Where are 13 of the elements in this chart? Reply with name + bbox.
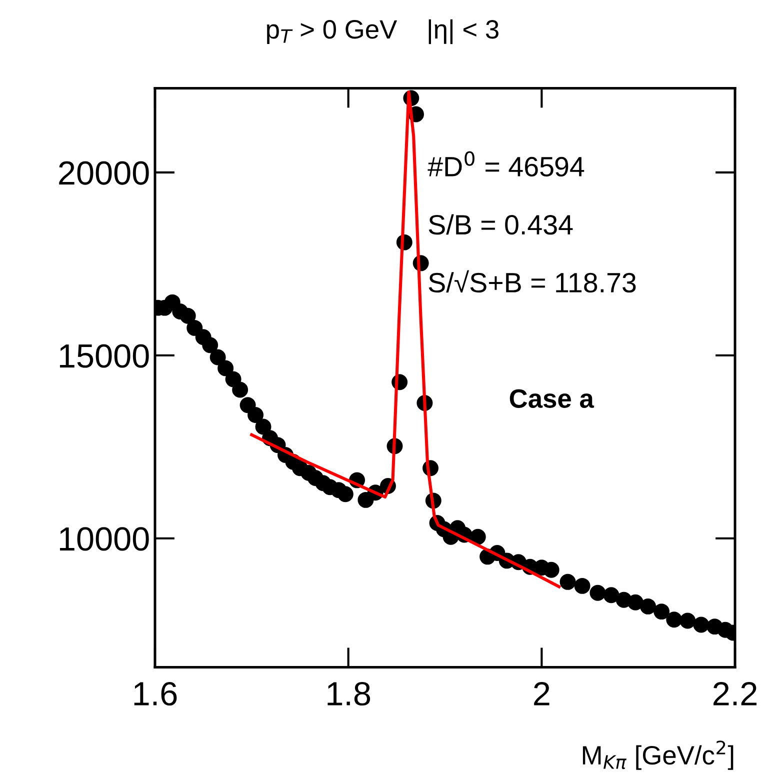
annotation: S/B = 0.434: [428, 214, 573, 235]
annotation: #D$^{0}$ = 46594: [428, 151, 584, 177]
annotation: Case a: [510, 389, 594, 408]
y-tick-label: 10000: [60, 527, 149, 551]
x-tick-label: 1.6: [134, 682, 177, 706]
y-tick-label: 15000: [60, 344, 149, 368]
x-axis-title: M$_{Kπ}$ [GeV/c$^{2}$]: [582, 740, 734, 770]
annotation: S/√S+B = 118.73: [428, 270, 636, 293]
chart-title: p$_{T}$ > 0 GeV |η| < 3: [267, 19, 498, 44]
y-tick-label: 20000: [59, 161, 149, 185]
x-tick-label: 2: [534, 682, 550, 706]
x-tick-label: 2.2: [714, 682, 757, 706]
x-tick-label: 1.8: [328, 682, 370, 706]
